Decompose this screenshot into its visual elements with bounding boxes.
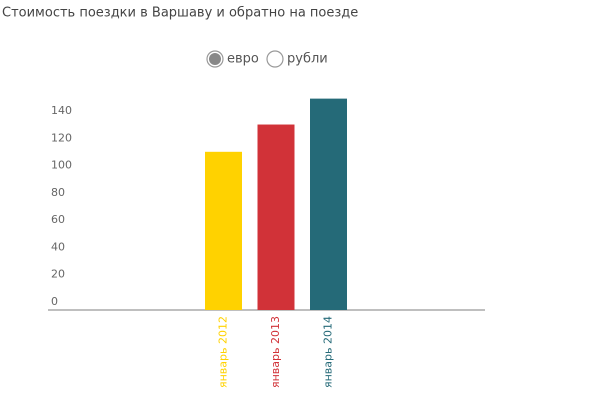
bar [310, 98, 347, 311]
chart-title: Стоимость поездки в Варшаву и обратно на… [2, 6, 358, 21]
y-tick-label: 80 [51, 186, 65, 199]
radio-label[interactable]: евро [227, 52, 259, 67]
bar [205, 151, 242, 310]
y-tick-label: 140 [51, 104, 72, 117]
bar [257, 124, 295, 310]
y-tick-label: 0 [51, 295, 58, 308]
radio-button[interactable] [266, 50, 284, 68]
y-tick-label: 40 [51, 240, 65, 253]
y-tick-label: 20 [51, 268, 65, 281]
radio-dot [209, 53, 221, 65]
x-tick-label: январь 2013 [269, 316, 282, 388]
radio-label[interactable]: рубли [287, 52, 328, 67]
y-tick-label: 60 [51, 213, 65, 226]
x-tick-label: январь 2012 [217, 316, 230, 388]
x-tick-label: январь 2014 [322, 316, 335, 388]
y-tick-label: 120 [51, 131, 72, 144]
y-tick-label: 100 [51, 159, 72, 172]
